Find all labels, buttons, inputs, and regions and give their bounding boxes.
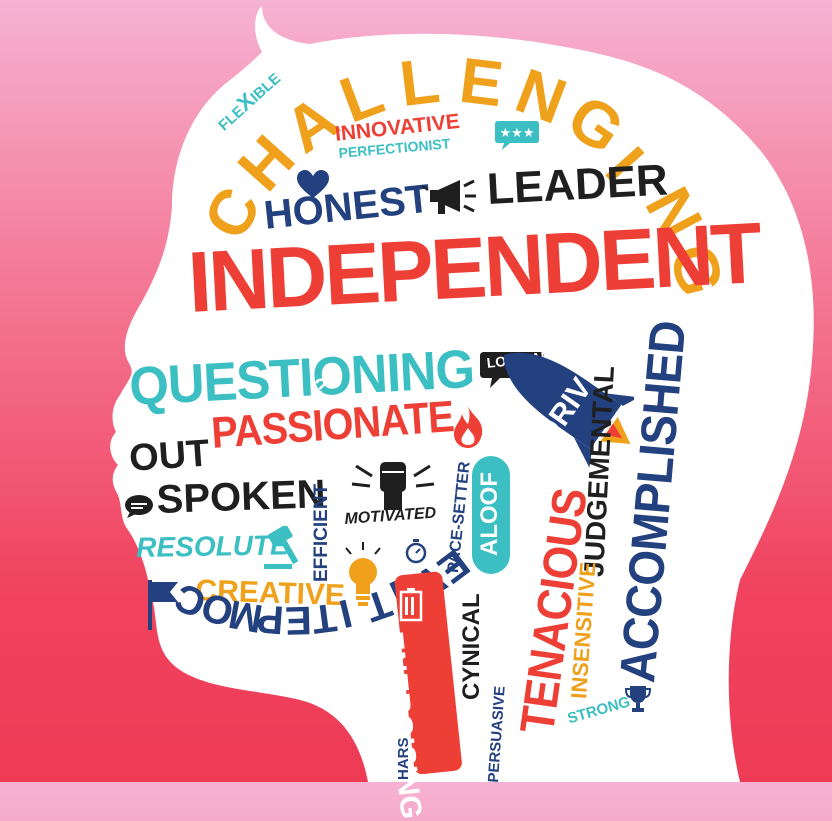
stars-speech-bubble-icon: ★★★ <box>495 121 539 150</box>
head-shape <box>110 6 814 782</box>
lightbulb-icon <box>345 542 381 606</box>
battery-icon <box>399 588 423 622</box>
challenging-letter: E <box>455 43 507 121</box>
word-aloof: ALOOF <box>476 472 503 556</box>
trophy-icon <box>624 686 652 712</box>
aloof-pill <box>472 456 510 574</box>
head-silhouette <box>0 0 832 782</box>
word-efficient: EFFICIENT <box>311 483 332 582</box>
flame-icon <box>454 406 483 448</box>
heart-icon <box>297 170 329 198</box>
competitive-letter: P <box>255 596 286 643</box>
competitive-letter: E <box>284 597 313 643</box>
word-spoken: SPOKEN <box>155 472 327 522</box>
raised-fist-icon <box>351 462 435 510</box>
speech-dots-icon <box>125 495 153 518</box>
stopwatch-icon <box>405 539 427 564</box>
word-out: OUT <box>127 432 211 480</box>
word-harsh: HARS <box>395 737 412 780</box>
word-cynical: CYNICAL <box>458 593 485 700</box>
megaphone-icon <box>421 179 476 214</box>
flag-icon <box>148 580 178 630</box>
svg-text:★★★: ★★★ <box>500 126 535 141</box>
question-mark-icon: ? <box>314 374 328 399</box>
challenging-letter: L <box>395 43 444 120</box>
word-leader: LEADER <box>485 155 670 214</box>
gavel-icon <box>264 526 299 569</box>
rocket-icon <box>504 352 634 468</box>
